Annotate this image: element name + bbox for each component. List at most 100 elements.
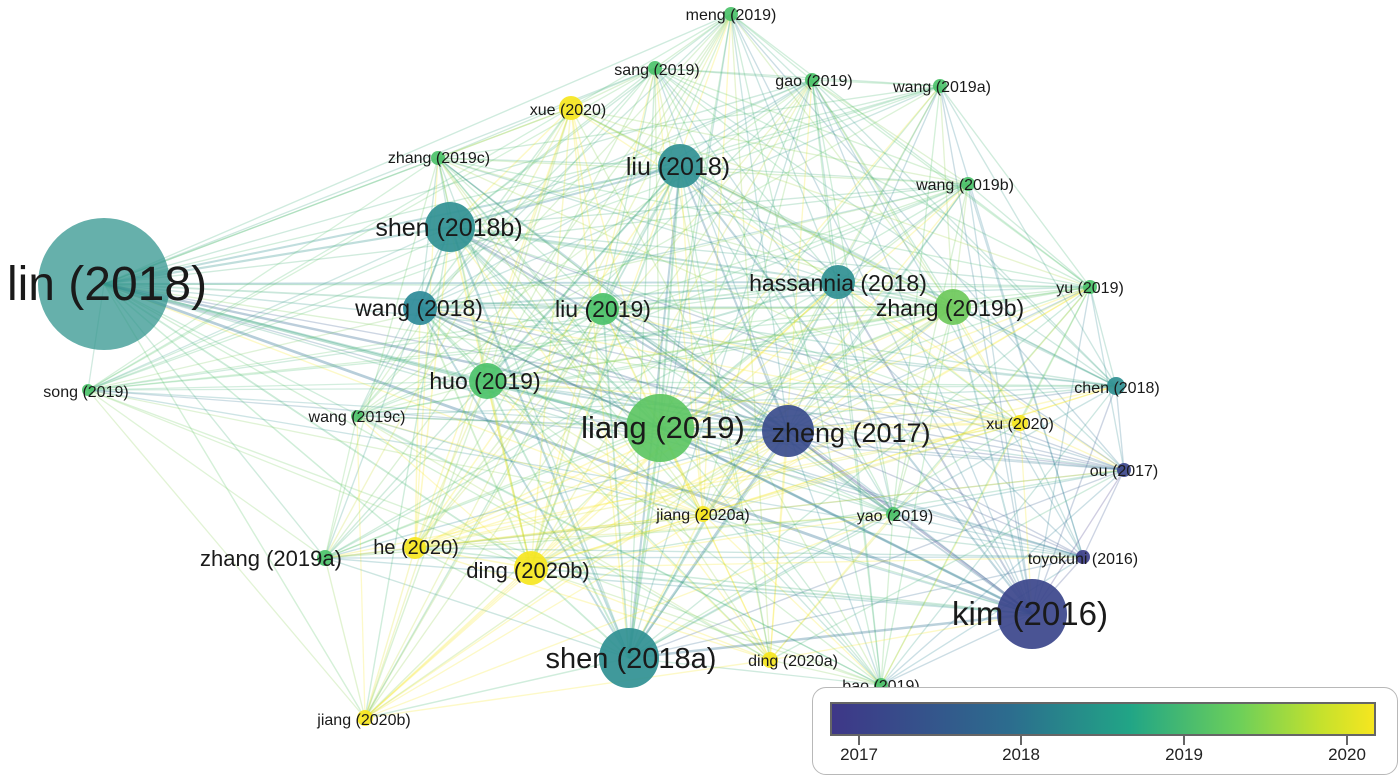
node-ding-2020a[interactable]	[762, 652, 778, 668]
citation-link	[87, 165, 681, 391]
citation-link	[449, 226, 661, 429]
citation-link	[702, 385, 1117, 515]
citation-link	[414, 13, 732, 549]
node-jiang-2020b[interactable]	[357, 710, 373, 726]
node-meng-2019[interactable]	[724, 7, 738, 21]
citation-link	[837, 183, 969, 283]
citation-link	[449, 226, 1084, 558]
node-hassannia-2018[interactable]	[821, 265, 855, 299]
node-jiang-2020a[interactable]	[695, 506, 711, 522]
node-label-lin-2018: lin (2018)	[7, 258, 207, 311]
citation-link	[659, 422, 1021, 429]
citation-link	[659, 427, 1125, 471]
citation-link	[324, 281, 839, 559]
citation-link	[449, 226, 1021, 424]
citation-link	[414, 513, 704, 549]
citation-link	[87, 157, 439, 391]
node-toyokuni-2016[interactable]	[1076, 550, 1090, 564]
node-shen-2018b[interactable]	[425, 202, 475, 252]
citation-link	[967, 183, 1084, 558]
citation-link	[414, 308, 604, 549]
citation-link	[654, 67, 1117, 387]
node-he-2020[interactable]	[404, 537, 426, 559]
node-wang-2018[interactable]	[403, 291, 437, 325]
citation-link	[87, 389, 532, 569]
citation-link	[939, 85, 1091, 288]
citation-link	[324, 226, 451, 559]
citation-link	[892, 513, 1084, 558]
node-wang-2019b[interactable]	[961, 177, 975, 191]
citation-link	[679, 165, 1033, 615]
node-label-meng-2019: meng (2019)	[686, 7, 777, 24]
node-kim-2016[interactable]	[997, 579, 1067, 649]
node-zhang-2019a[interactable]	[317, 550, 333, 566]
node-ding-2020b[interactable]	[514, 551, 548, 585]
node-shen-2018a[interactable]	[599, 628, 659, 688]
node-liu-2018[interactable]	[658, 144, 702, 188]
node-wang-2019c[interactable]	[351, 410, 363, 422]
citation-link	[679, 85, 941, 167]
citation-link	[87, 389, 366, 719]
citation-link	[437, 157, 1091, 288]
citation-link	[87, 389, 1125, 471]
node-label-zhang-2019c: zhang (2019c)	[388, 150, 490, 167]
node-liang-2019[interactable]	[626, 394, 694, 462]
citation-link	[449, 226, 839, 283]
citation-link	[324, 556, 1084, 559]
citation-link	[880, 385, 1117, 686]
node-song-2019[interactable]	[82, 384, 94, 396]
citation-link	[787, 430, 1084, 558]
node-wang-2019a[interactable]	[933, 79, 947, 93]
citation-link	[324, 469, 1125, 559]
citation-link	[103, 164, 681, 286]
citation-link	[414, 422, 1021, 549]
node-label-ou-2017: ou (2017)	[1090, 463, 1159, 480]
legend-tick	[1346, 736, 1348, 745]
citation-link	[602, 67, 656, 310]
citation-link	[602, 308, 1033, 615]
citation-link	[787, 306, 954, 432]
citation-link	[654, 13, 732, 69]
node-liu-2019[interactable]	[587, 293, 619, 325]
citation-link	[414, 427, 661, 549]
citation-link	[570, 67, 656, 109]
citation-link	[628, 286, 1091, 659]
node-xu-2020[interactable]	[1012, 415, 1028, 431]
citation-link	[103, 283, 604, 310]
citation-link	[419, 183, 969, 309]
node-sang-2019[interactable]	[648, 61, 662, 75]
citation-link	[449, 183, 969, 228]
citation-link	[324, 79, 813, 559]
citation-link	[1089, 286, 1117, 387]
citation-link	[87, 281, 839, 391]
node-zhang-2019b[interactable]	[935, 289, 971, 325]
citation-link	[628, 85, 941, 659]
citation-link	[364, 306, 954, 719]
node-zheng-2017[interactable]	[762, 405, 814, 457]
citation-link	[486, 281, 839, 382]
citation-link	[654, 67, 941, 87]
node-lin-2018[interactable]	[38, 218, 170, 350]
node-label-zhang-2019b: zhang (2019b)	[876, 295, 1024, 321]
node-label-toyokuni-2016: toyokuni (2016)	[1028, 551, 1138, 568]
node-zhang-2019c[interactable]	[431, 151, 445, 165]
node-label-kim-2016: kim (2016)	[952, 595, 1108, 632]
citation-link	[324, 165, 681, 559]
node-gao-2019[interactable]	[805, 73, 819, 87]
node-label-ding-2020a: ding (2020a)	[748, 653, 838, 670]
citation-link	[87, 389, 882, 686]
node-yao-2019[interactable]	[886, 507, 900, 521]
node-huo-2019[interactable]	[469, 363, 505, 399]
citation-link	[449, 79, 813, 228]
node-label-zhang-2019a: zhang (2019a)	[200, 546, 342, 571]
citation-link	[530, 308, 604, 569]
node-xue-2020[interactable]	[559, 96, 583, 120]
citation-link	[419, 307, 1021, 424]
node-chen-2018[interactable]	[1107, 377, 1125, 395]
node-ou-2017[interactable]	[1117, 463, 1131, 477]
citation-link	[952, 183, 969, 308]
node-yu-2019[interactable]	[1083, 280, 1097, 294]
citation-link	[364, 513, 894, 719]
citation-link	[658, 165, 682, 429]
citation-link	[530, 567, 882, 686]
